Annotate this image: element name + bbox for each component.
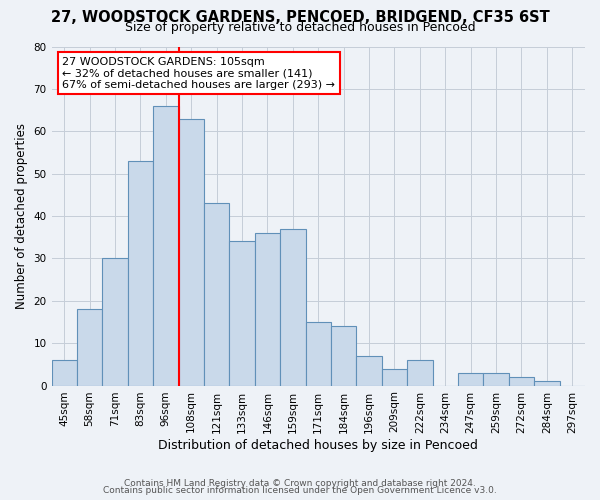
Bar (77, 310, 103, 386)
Text: Contains public sector information licensed under the Open Government Licence v3: Contains public sector information licen… (103, 486, 497, 495)
X-axis label: Distribution of detached houses by size in Pencoed: Distribution of detached houses by size … (158, 440, 478, 452)
Bar (382, 368, 407, 386)
Text: Contains HM Land Registry data © Crown copyright and database right 2024.: Contains HM Land Registry data © Crown c… (124, 478, 476, 488)
Bar (255, 233, 280, 386)
Bar (52, 360, 77, 386)
Bar (179, 118, 204, 386)
Bar (458, 373, 484, 386)
Bar (509, 377, 534, 386)
Bar (103, 258, 128, 386)
Bar (331, 326, 356, 386)
Bar (407, 360, 433, 386)
Bar (229, 242, 255, 386)
Bar (305, 322, 331, 386)
Bar (128, 161, 153, 386)
Y-axis label: Number of detached properties: Number of detached properties (15, 123, 28, 309)
Bar (204, 204, 229, 386)
Bar (484, 373, 509, 386)
Text: Size of property relative to detached houses in Pencoed: Size of property relative to detached ho… (125, 22, 475, 35)
Bar (534, 382, 560, 386)
Bar (356, 356, 382, 386)
Bar (153, 106, 179, 386)
Bar (280, 228, 305, 386)
Text: 27 WOODSTOCK GARDENS: 105sqm
← 32% of detached houses are smaller (141)
67% of s: 27 WOODSTOCK GARDENS: 105sqm ← 32% of de… (62, 56, 335, 90)
Text: 27, WOODSTOCK GARDENS, PENCOED, BRIDGEND, CF35 6ST: 27, WOODSTOCK GARDENS, PENCOED, BRIDGEND… (50, 10, 550, 25)
